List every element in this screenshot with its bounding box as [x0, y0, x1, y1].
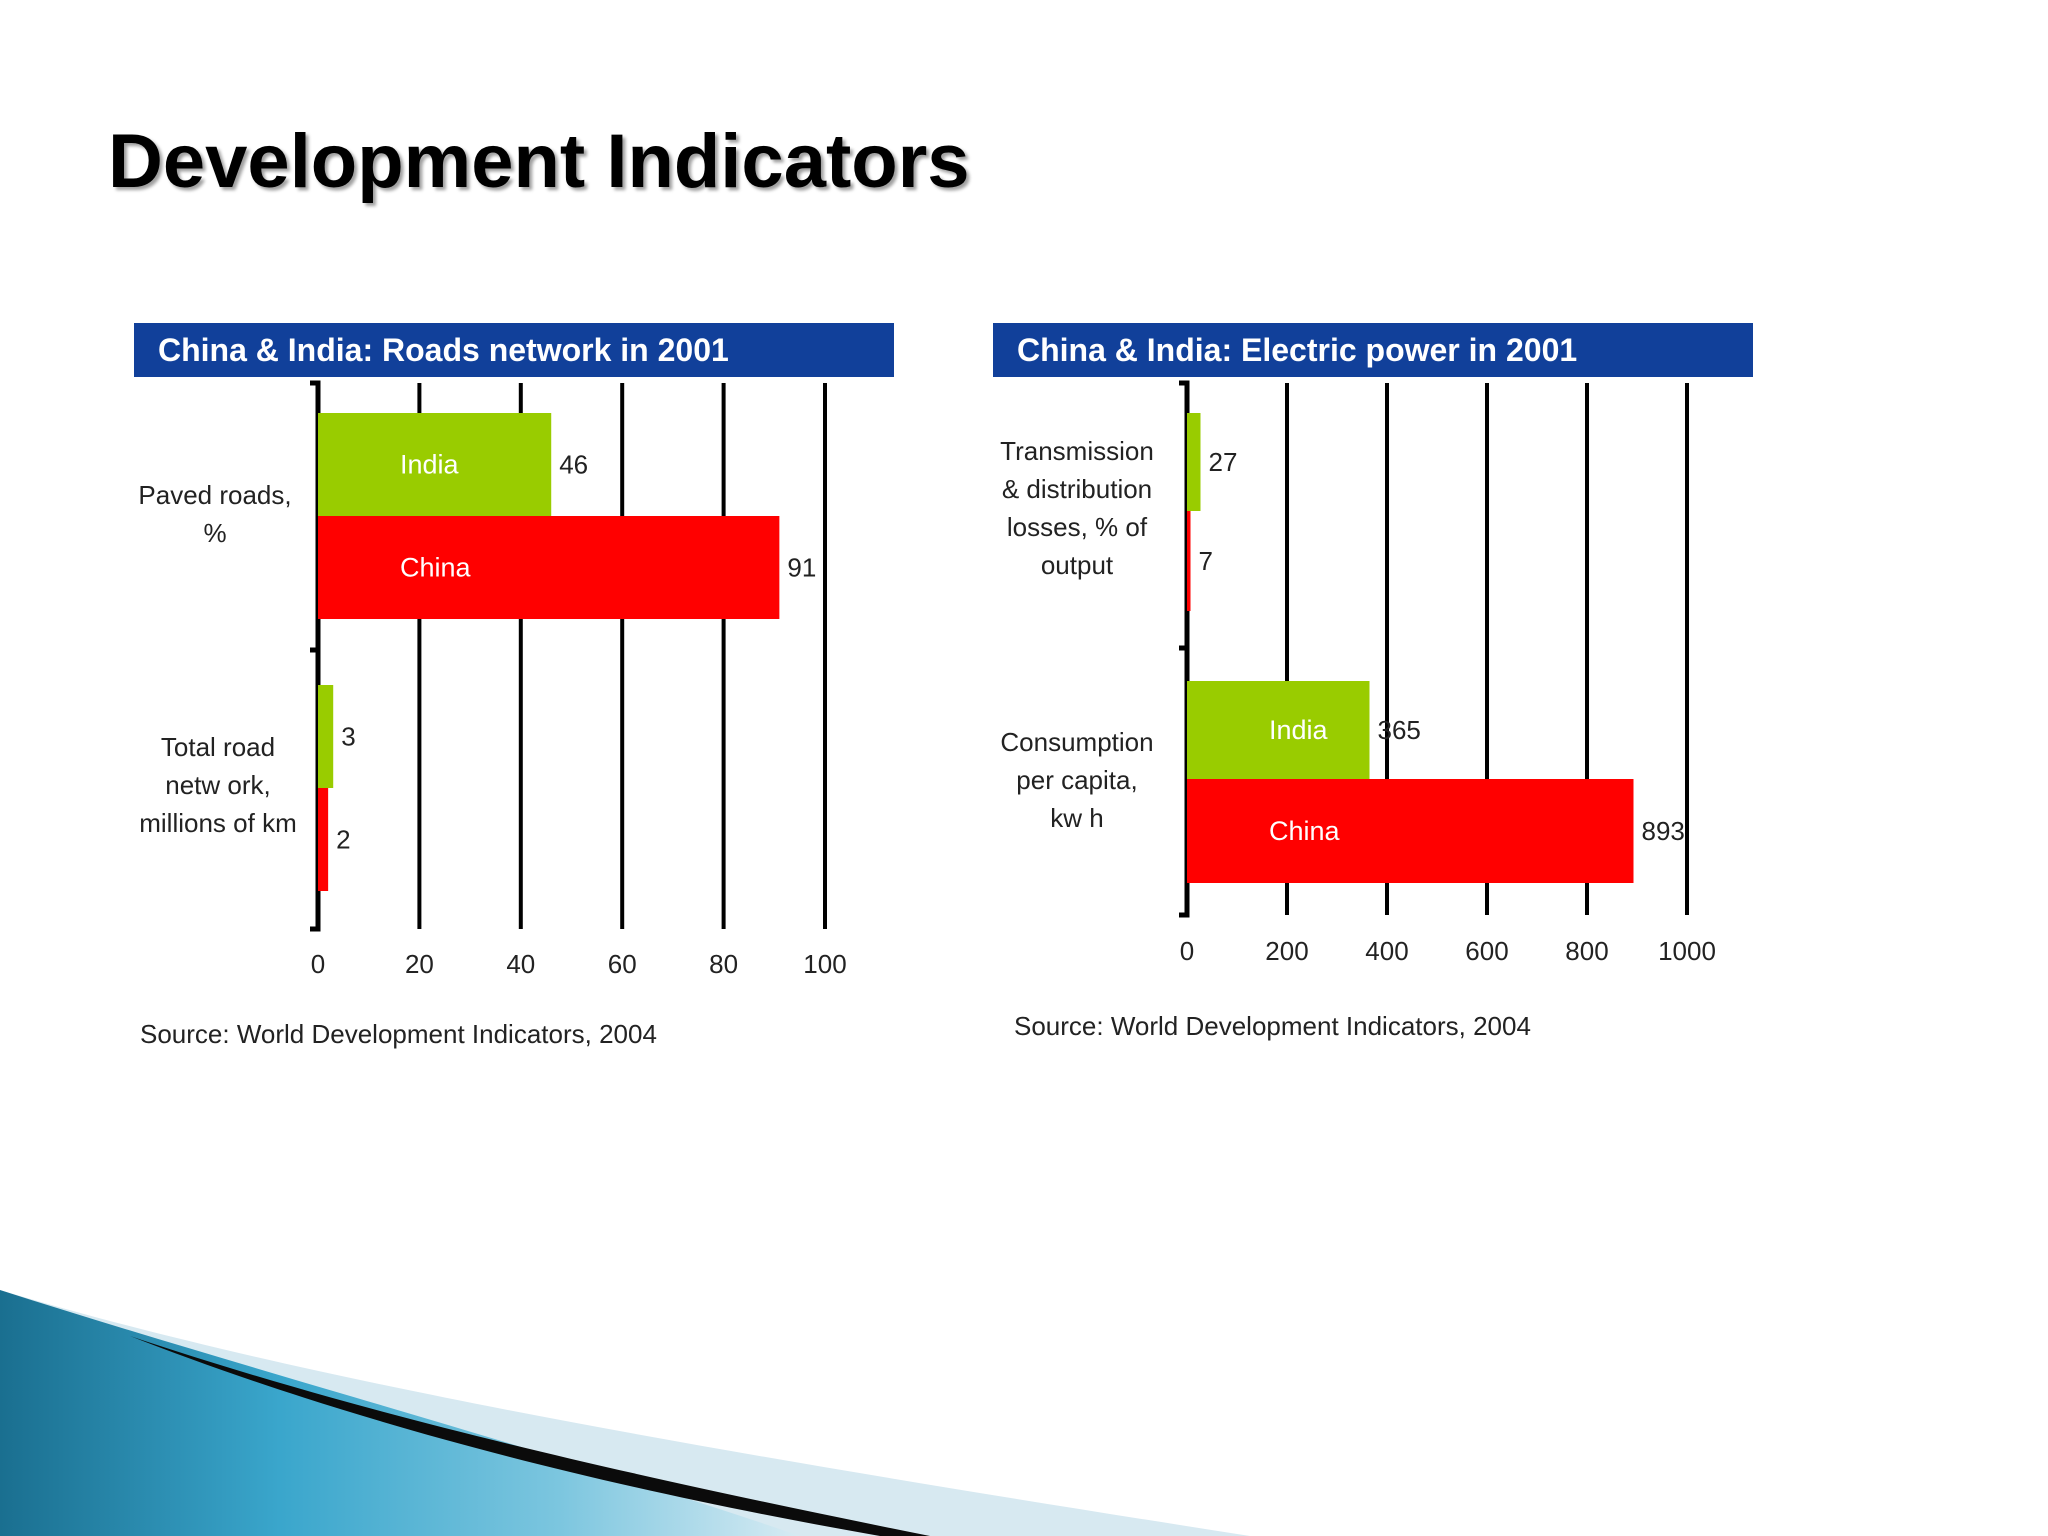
power-chart-plot: 0 200 400 600 800 1000 27 7 365 India 893 China [1179, 380, 1716, 966]
bar-value-label: 91 [787, 553, 816, 583]
bar-series-label: China [400, 553, 472, 583]
x-tick-label: 20 [405, 949, 434, 979]
category-label-line: Consumption [1000, 727, 1154, 757]
bar-value-label: 893 [1642, 816, 1685, 846]
power-chart: China & India: Electric power in 2001 0 2… [993, 323, 1753, 1083]
decorative-swoosh [0, 1290, 1250, 1536]
category-label: Paved roads,% [134, 476, 296, 552]
x-tick-label: 200 [1265, 936, 1308, 966]
slide-title: Development Indicators [108, 119, 970, 204]
bar-china-consumption [1187, 779, 1634, 883]
power-chart-source: Source: World Development Indicators, 20… [1014, 1011, 1531, 1041]
bar-china-losses [1187, 511, 1191, 611]
category-label-line: per capita, [1016, 765, 1138, 795]
bar-india-total [318, 685, 334, 788]
bar-value-label: 27 [1209, 447, 1238, 477]
category-label-line: Paved roads, [138, 480, 292, 510]
x-tick-label: 600 [1465, 936, 1508, 966]
category-label-line: % [203, 518, 227, 548]
bar-china-paved [318, 516, 780, 619]
category-label: Consumption per capita, kw h [993, 723, 1161, 837]
category-label-line: & distribution [1001, 474, 1153, 504]
bar-value-label: 46 [559, 450, 588, 480]
bar-india-paved [318, 413, 552, 516]
roads-chart-title: China & India: Roads network in 2001 [134, 323, 894, 377]
bar-series-label: China [1269, 816, 1341, 846]
category-label-line: Transmission [1000, 436, 1154, 466]
category-label: Transmission & distribution losses, % of ou… [993, 432, 1161, 584]
bar-series-label: India [400, 450, 460, 480]
x-tick-label: 100 [803, 949, 846, 979]
x-tick-label: 0 [311, 949, 325, 979]
power-chart-title: China & India: Electric power in 2001 [993, 323, 1753, 377]
x-tick-label: 1000 [1658, 936, 1716, 966]
bar-value-label: 2 [336, 825, 350, 855]
bar-value-label: 7 [1199, 546, 1213, 576]
category-label-line: output [1040, 550, 1114, 580]
roads-chart-plot: 0 20 40 60 80 100 46 India 91 China 3 2 [310, 380, 847, 979]
x-tick-label: 80 [709, 949, 738, 979]
x-tick-label: 60 [608, 949, 637, 979]
x-tick-label: 400 [1365, 936, 1408, 966]
x-tick-label: 40 [506, 949, 535, 979]
category-label-line: losses, % of [1006, 512, 1148, 542]
bar-value-label: 3 [341, 722, 355, 752]
category-label-line: netw ork, [165, 770, 271, 800]
bar-series-label: India [1269, 715, 1329, 745]
category-label-line: millions of km [139, 808, 297, 838]
bar-india-consumption [1187, 681, 1370, 779]
category-label-line: Total road [160, 732, 276, 762]
bar-value-label: 365 [1378, 715, 1421, 745]
x-tick-label: 0 [1180, 936, 1194, 966]
roads-chart-source: Source: World Development Indicators, 20… [140, 1019, 657, 1049]
bar-india-losses [1187, 413, 1201, 511]
bar-china-total [318, 788, 329, 891]
category-label: Total road netw ork, millions of km [134, 728, 302, 842]
y-axis [1179, 380, 1190, 918]
x-tick-label: 800 [1565, 936, 1608, 966]
y-axis [310, 380, 321, 932]
category-label-line: kw h [1050, 803, 1104, 833]
roads-chart: China & India: Roads network in 2001 0 20… [134, 323, 894, 1083]
